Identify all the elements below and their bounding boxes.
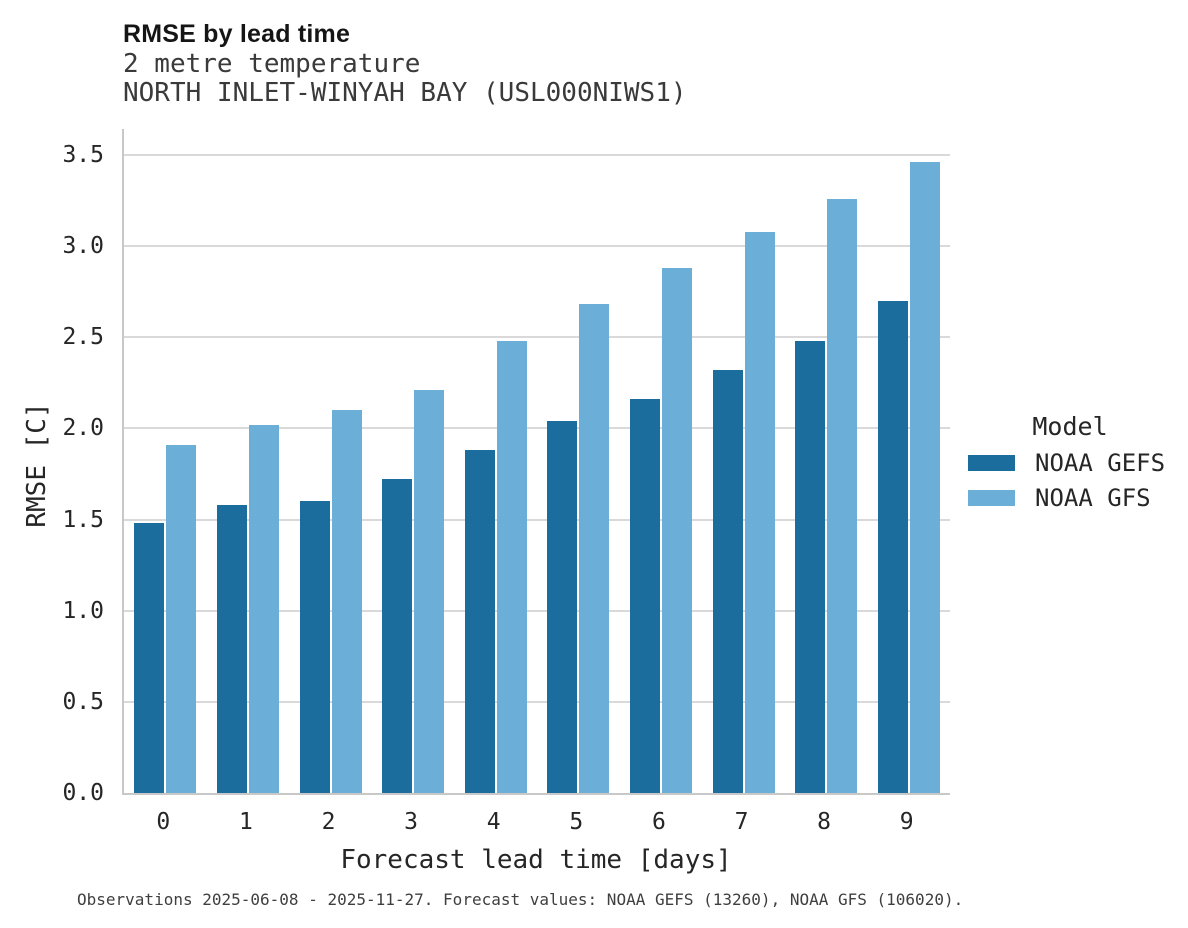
bar-noaa-gefs-day-9	[877, 300, 908, 793]
chart-subtitle-station: NORTH INLET-WINYAH BAY (USL000NIWS1)	[123, 78, 687, 108]
legend-label: NOAA GFS	[1035, 484, 1151, 512]
bar-noaa-gfs-day-9	[909, 162, 940, 793]
x-tick-label: 4	[486, 809, 501, 835]
caption: Observations 2025-06-08 - 2025-11-27. Fo…	[77, 890, 964, 909]
legend-title: Model	[1032, 412, 1108, 441]
bar-noaa-gefs-day-6	[629, 399, 660, 793]
bar-noaa-gfs-day-5	[579, 304, 610, 793]
gridline	[124, 336, 950, 339]
chart-header: RMSE by lead time 2 metre temperature NO…	[123, 18, 687, 108]
bar-noaa-gefs-day-2	[299, 501, 330, 793]
legend-swatch	[968, 455, 1015, 471]
bar-noaa-gefs-day-3	[382, 479, 413, 793]
bar-noaa-gfs-day-4	[496, 340, 527, 793]
gridline	[124, 609, 950, 612]
gridline	[124, 245, 950, 248]
gridline	[124, 700, 950, 703]
legend-swatch	[968, 490, 1015, 506]
x-tick-label: 5	[569, 809, 584, 835]
chart-title: RMSE by lead time	[123, 20, 351, 48]
x-axis-label: Forecast lead time [days]	[340, 845, 732, 875]
bar-noaa-gefs-day-0	[134, 523, 165, 793]
chart-subtitle-variable: 2 metre temperature	[123, 49, 421, 79]
legend-row-noaa-gefs: NOAA GEFS	[962, 450, 1178, 476]
bar-noaa-gefs-day-4	[464, 450, 495, 793]
bar-noaa-gfs-day-2	[331, 410, 362, 793]
x-tick-label: 6	[651, 809, 666, 835]
gridline	[124, 518, 950, 521]
y-tick-label: 2.0	[62, 415, 104, 442]
y-tick-label: 0.5	[62, 688, 104, 715]
y-tick-label: 3.5	[62, 141, 104, 168]
x-tick-label: 2	[321, 809, 336, 835]
legend: Model NOAA GEFS NOAA GFS	[962, 412, 1178, 511]
x-tick-label: 8	[817, 809, 832, 835]
x-tick-label: 1	[238, 809, 253, 835]
bar-noaa-gfs-day-8	[827, 198, 858, 793]
x-tick-label: 3	[404, 809, 419, 835]
gridline	[124, 427, 950, 430]
bar-noaa-gefs-day-8	[795, 340, 826, 793]
x-tick-label: 9	[899, 809, 914, 835]
bar-noaa-gfs-day-6	[661, 268, 692, 793]
plot-area	[122, 129, 950, 795]
legend-row-noaa-gfs: NOAA GFS	[962, 485, 1178, 511]
bar-noaa-gfs-day-0	[166, 444, 197, 793]
y-tick-label: 0.0	[62, 780, 104, 806]
y-tick-label: 1.0	[62, 597, 104, 624]
y-tick-label: 3.0	[62, 233, 104, 260]
x-tick-label: 7	[734, 809, 749, 835]
x-tick-label: 0	[156, 809, 171, 835]
legend-label: NOAA GEFS	[1035, 449, 1166, 477]
gridline	[124, 153, 950, 156]
bar-noaa-gefs-day-1	[216, 504, 247, 793]
bar-noaa-gfs-day-7	[744, 231, 775, 793]
bar-noaa-gefs-day-7	[712, 370, 743, 793]
bar-noaa-gfs-day-3	[414, 390, 445, 793]
y-tick-label: 2.5	[62, 324, 104, 351]
y-tick-label: 1.5	[62, 506, 104, 533]
bar-noaa-gefs-day-5	[547, 421, 578, 793]
bar-noaa-gfs-day-1	[248, 424, 279, 793]
